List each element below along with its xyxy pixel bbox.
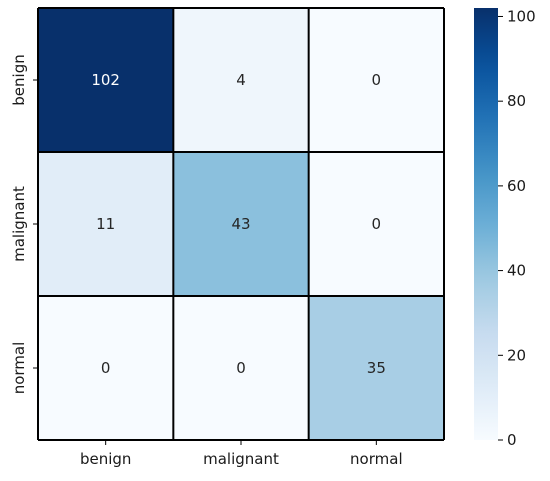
heatmap-cell-normal-benign [38,296,174,440]
cell-value-label: 35 [367,359,386,377]
heatmap-cell-normal-malignant [173,296,309,440]
cell-value-label: 11 [96,215,115,233]
colorbar-gradient [474,8,498,440]
colorbar-tick-label: 100 [507,7,536,25]
y-tick-label: malignant [10,186,28,262]
heatmap-cell-malignant-malignant [173,152,309,296]
cell-value-label: 0 [372,215,382,233]
heatmap-cell-malignant-benign [38,152,174,296]
heatmap-cell-benign-benign [38,8,174,152]
heatmap-cell-benign-normal [308,8,444,152]
y-axis: benign malignant normal [10,54,38,394]
heatmap-cell-benign-malignant [173,8,309,152]
heatmap-cells: 102 4 0 11 43 0 0 0 35 [38,8,444,440]
heatmap-cell-malignant-normal [308,152,444,296]
x-tick-label: malignant [203,450,279,468]
cell-value-label: 0 [236,359,246,377]
x-tick-label: benign [80,450,131,468]
colorbar-tick-label: 80 [507,92,526,110]
colorbar: 0 20 40 60 80 100 [474,7,536,449]
y-tick-label: normal [10,342,28,395]
colorbar-tick-label: 60 [507,177,526,195]
cell-value-label: 4 [236,71,246,89]
colorbar-tick-label: 0 [507,431,517,449]
cell-value-label: 43 [231,215,250,233]
x-axis: benign malignant normal [80,440,403,468]
y-tick-label: benign [10,54,28,105]
heatmap-cell-normal-normal [308,296,444,440]
colorbar-tick-label: 20 [507,346,526,364]
cell-value-label: 102 [91,71,120,89]
x-tick-label: normal [350,450,403,468]
cell-value-label: 0 [101,359,111,377]
colorbar-tick-label: 40 [507,262,526,280]
cell-value-label: 0 [372,71,382,89]
